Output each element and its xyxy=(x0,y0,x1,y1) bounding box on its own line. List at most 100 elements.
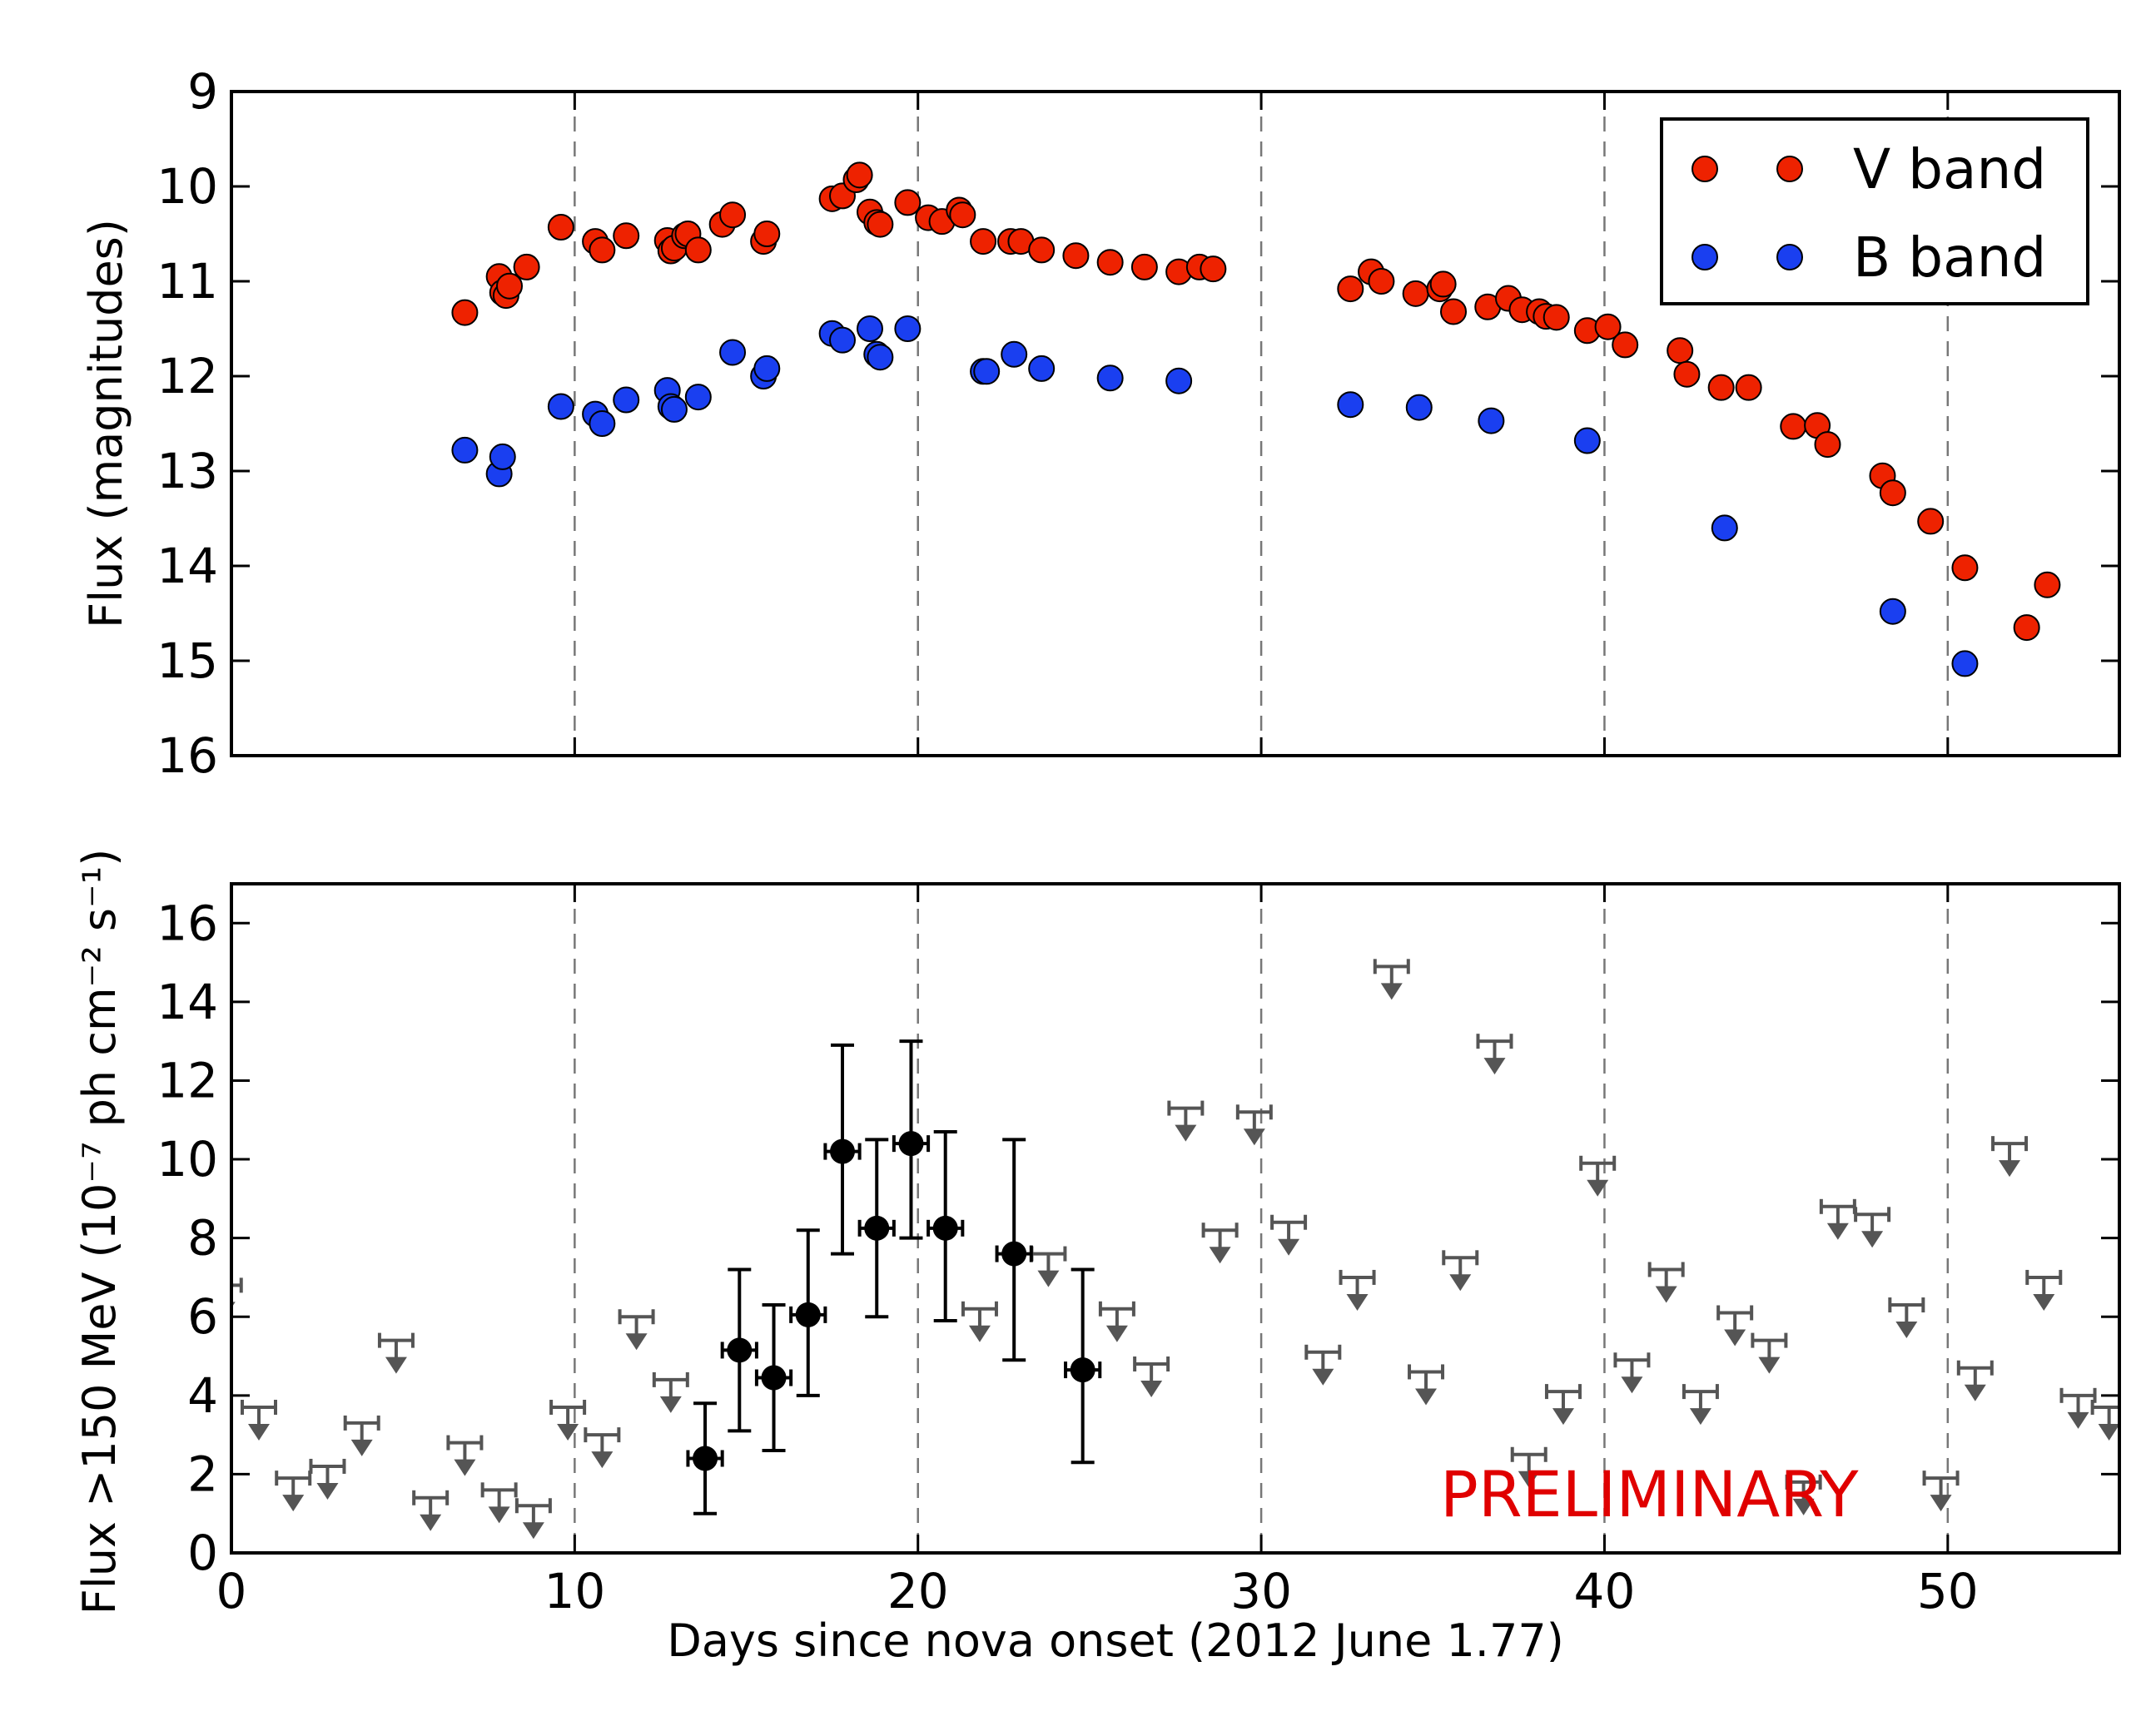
top-y-axis-label: Flux (magnitudes) xyxy=(80,219,132,628)
v-band-point xyxy=(949,201,976,229)
legend-entry-b-band: B band xyxy=(1692,226,2046,290)
v-band-point xyxy=(1368,268,1395,295)
upper-limit-marker xyxy=(2090,1400,2119,1441)
upper-limit-marker xyxy=(2025,1269,2063,1311)
v-band-point xyxy=(547,214,574,241)
upper-limit-marker xyxy=(1304,1344,1342,1386)
optical-panel: 9 10 11 12 13 14 15 16 Flux (magnitudes) V band… xyxy=(80,63,2121,784)
b-band-point xyxy=(1711,514,1738,542)
b-band-point xyxy=(973,358,1001,385)
y-tick-label: 15 xyxy=(156,632,218,689)
b-band-point xyxy=(867,344,894,371)
upper-limit-marker xyxy=(1854,1207,1891,1248)
x-tick-label: 10 xyxy=(544,1563,605,1619)
upper-limit-marker xyxy=(343,1415,380,1456)
v-band-point xyxy=(970,228,997,255)
v-band-point xyxy=(1028,236,1056,264)
upper-limit-marker xyxy=(1922,1471,1960,1512)
detection-point xyxy=(995,1138,1033,1362)
b-band-point xyxy=(1028,355,1056,382)
upper-limit-marker xyxy=(1716,1305,1754,1347)
v-band-point xyxy=(1814,431,1841,459)
bottom-ticks: 0 2 4 6 8 10 12 14 16 0 10 20 30 40 50 xyxy=(156,884,2119,1619)
x-axis-label: Days since nova onset (2012 June 1.77) xyxy=(667,1614,1564,1667)
x-tick-label: 30 xyxy=(1230,1563,1292,1619)
v-band-point xyxy=(1429,270,1457,298)
detection-point xyxy=(686,1401,724,1515)
bottom-y-axis-label: Flux >150 MeV (10⁻⁷ ph cm⁻² s⁻¹) xyxy=(73,849,126,1615)
b-band-point xyxy=(489,443,516,470)
upper-limit-marker xyxy=(480,1482,518,1524)
v-band-point xyxy=(1612,331,1639,359)
v-band-point xyxy=(1062,242,1090,270)
b-band-point xyxy=(684,384,712,411)
y-tick-label: 4 xyxy=(187,1367,218,1424)
v-band-point xyxy=(2013,614,2040,642)
detection-point xyxy=(857,1138,896,1319)
upper-limit-marker xyxy=(961,1301,998,1342)
upper-limit-marker xyxy=(1991,1136,2029,1178)
y-tick-label: 12 xyxy=(156,1052,218,1108)
detection-point xyxy=(754,1303,793,1453)
upper-limit-marker xyxy=(1510,1446,1547,1488)
upper-limit-marker xyxy=(2059,1387,2097,1429)
upper-limit-marker xyxy=(549,1400,587,1441)
upper-limit-marker xyxy=(1613,1352,1651,1394)
b-band-point xyxy=(660,395,688,423)
legend-marker-v-band xyxy=(1692,156,1718,182)
top-axes-frame xyxy=(230,90,2121,757)
b-band-point xyxy=(1165,367,1193,394)
upper-limit-marker xyxy=(1956,1360,1994,1401)
y-tick-label: 16 xyxy=(156,727,218,784)
b-band-point xyxy=(1001,340,1028,368)
upper-limit-marker xyxy=(618,1309,655,1351)
b-band-point xyxy=(1096,365,1124,392)
b-band-point xyxy=(1879,598,1906,625)
b-band-point xyxy=(451,436,479,464)
v-band-point xyxy=(589,236,616,264)
legend-frame xyxy=(1660,117,2089,305)
y-tick-label: 12 xyxy=(156,348,218,404)
top-ticks: 9 10 11 12 13 14 15 16 xyxy=(156,63,2119,784)
b-band-point xyxy=(1478,407,1505,434)
preliminary-annotation: PRELIMINARY xyxy=(1440,1457,1859,1531)
b-band-point xyxy=(719,339,747,366)
b-band-point xyxy=(613,386,640,414)
x-tick-label: 40 xyxy=(1574,1563,1636,1619)
b-band-point xyxy=(753,355,781,382)
v-band-point xyxy=(846,161,873,189)
upper-limit-marker xyxy=(240,1400,277,1441)
upper-limit-marker xyxy=(446,1435,484,1476)
bottom-gridlines xyxy=(574,884,1950,1553)
detection-point xyxy=(720,1267,758,1433)
y-tick-label: 10 xyxy=(156,1131,218,1188)
v-band-point xyxy=(451,299,479,326)
upper-limit-marker xyxy=(1442,1250,1479,1292)
v-band-point xyxy=(1337,275,1364,303)
upper-limit-marker xyxy=(1098,1301,1135,1342)
upper-limit-marker xyxy=(1167,1100,1205,1142)
upper-limit-marker xyxy=(514,1498,552,1540)
legend-label-v-band: V band xyxy=(1853,137,2046,201)
bottom-axes-frame xyxy=(230,882,2121,1555)
y-tick-label: 13 xyxy=(156,443,218,499)
upper-limit-marker xyxy=(1544,1384,1582,1426)
upper-limit-marker xyxy=(1751,1332,1788,1374)
upper-limit-marker xyxy=(1270,1214,1308,1256)
b-band-point xyxy=(856,315,883,342)
detection-point xyxy=(823,1043,862,1256)
b-band-point xyxy=(894,315,922,342)
v-band-point xyxy=(513,253,540,280)
detection-point xyxy=(926,1129,965,1322)
y-tick-label: 16 xyxy=(156,895,218,951)
v-band-point xyxy=(1780,413,1807,440)
upper-limit-marker xyxy=(1339,1269,1376,1311)
upper-limit-marker xyxy=(1785,1474,1822,1515)
v-band-point xyxy=(1594,313,1622,340)
v-band-point xyxy=(613,222,640,250)
optical-points xyxy=(451,161,2061,677)
detection-point xyxy=(789,1228,827,1397)
y-tick-label: 8 xyxy=(187,1210,218,1267)
upper-limit-marker xyxy=(1235,1104,1273,1146)
v-band-point xyxy=(1440,298,1468,325)
